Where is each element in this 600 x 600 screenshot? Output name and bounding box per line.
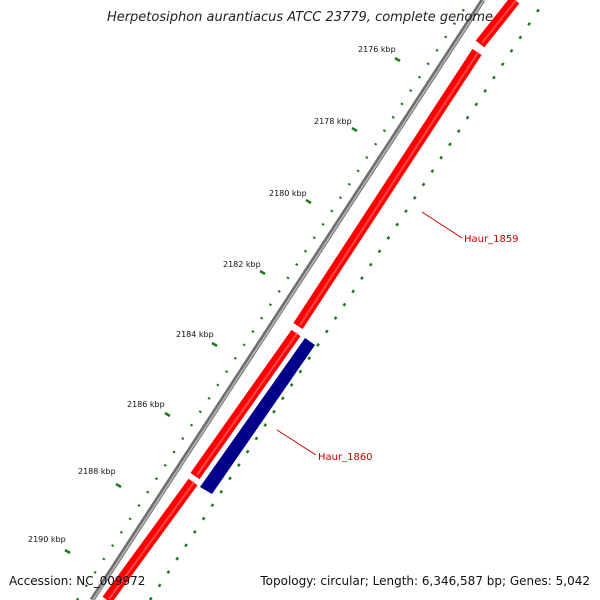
backbone-highlight	[92, 0, 485, 600]
tick-label: 2188 kbp	[78, 467, 116, 476]
tick-mark	[351, 126, 358, 133]
gene-arrow-forward-top-shade	[481, 0, 518, 44]
gene-arrow-forward-2	[190, 329, 301, 480]
tick-mark	[211, 341, 218, 348]
backbone-track	[89, 0, 486, 600]
tick-mark	[164, 411, 171, 418]
tick-mark	[305, 198, 312, 205]
gc-track-outer	[75, 0, 472, 600]
backbone-line	[89, 0, 486, 600]
tick-label: 2182 kbp	[223, 260, 261, 269]
gene-track	[102, 0, 520, 600]
gene-arrow-forward-haur-1859	[293, 48, 482, 330]
gene-label[interactable]: Haur_1860	[318, 452, 373, 463]
tick-label: 2180 kbp	[269, 189, 307, 198]
gene-arrow-forward-haur-1859-shade	[299, 50, 480, 326]
tick-label: 2176 kbp	[358, 45, 396, 54]
gene-arrow-forward-2-shade	[196, 331, 299, 476]
gene-label-leader	[421, 211, 463, 239]
tick-label: 2190 kbp	[28, 535, 66, 544]
gene-arrow-forward-1	[102, 478, 198, 600]
tick-mark	[259, 269, 266, 276]
tick-mark	[115, 482, 122, 489]
tick-mark	[394, 56, 401, 63]
map-title: Herpetosiphon aurantiacus ATCC 23779, co…	[106, 10, 494, 25]
genome-summary-text: Topology: circular; Length: 6,346,587 bp…	[260, 574, 590, 588]
tick-label: 2186 kbp	[127, 400, 165, 409]
gene-label-leader	[276, 429, 317, 456]
tick-label: 2184 kbp	[176, 330, 214, 339]
gene-label[interactable]: Haur_1859	[464, 234, 519, 245]
scale-ticks: 2176 kbp 2178 kbp 2180 kbp 2182 kbp 2184 kbp…	[28, 45, 401, 555]
gc-track-inner	[148, 0, 547, 600]
gene-labels: Haur_1859 Haur_1860	[276, 211, 519, 463]
gene-arrow-forward-1-shade	[108, 480, 196, 600]
tick-mark	[64, 548, 71, 555]
gene-arrow-reverse-haur-1860	[200, 338, 315, 494]
accession-text: Accession: NC_009972	[9, 574, 146, 588]
tick-label: 2178 kbp	[314, 117, 352, 126]
